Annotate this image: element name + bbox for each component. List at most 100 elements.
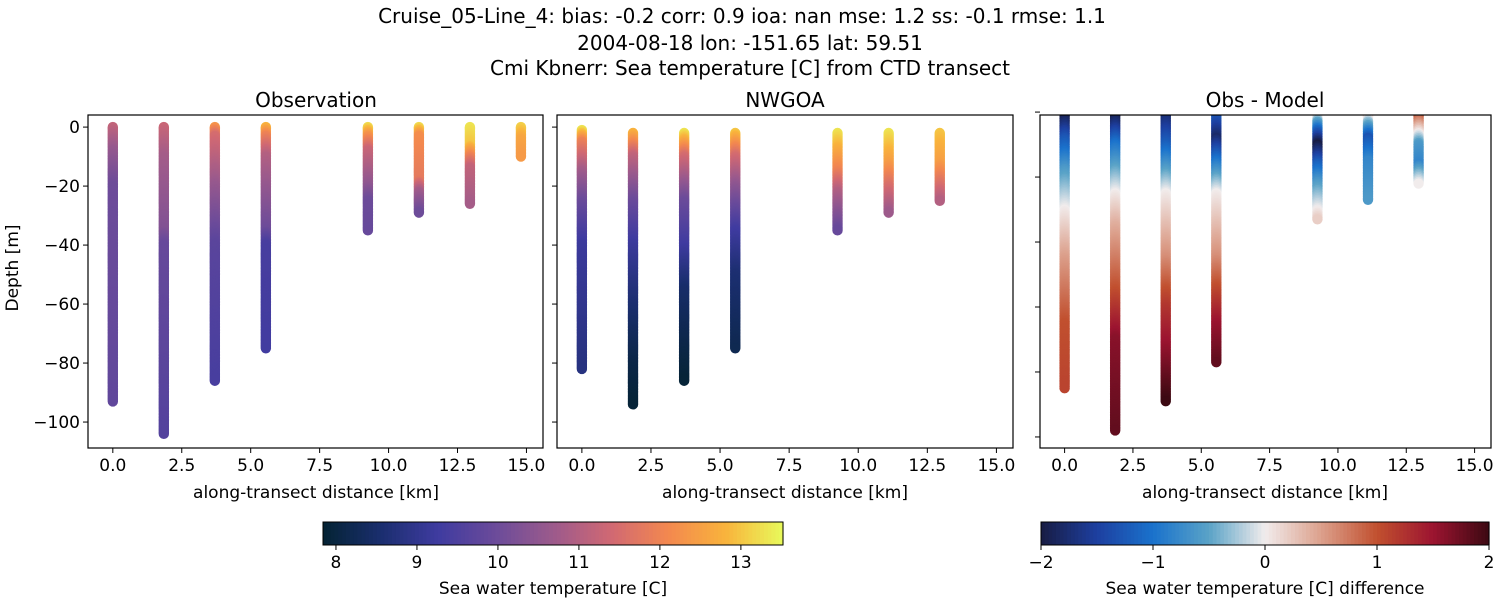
colorbar-segment xyxy=(618,522,623,545)
data-point xyxy=(158,428,170,440)
colorbar-segment xyxy=(1306,522,1311,545)
colorbar-segment xyxy=(717,522,723,545)
colorbar-segment xyxy=(702,522,707,545)
colorbar-segment xyxy=(1063,522,1068,545)
colorbar-segment xyxy=(326,522,332,545)
x-tick-label: 2.5 xyxy=(1119,456,1146,476)
colorbar-segment xyxy=(1436,522,1442,545)
colorbar-segment xyxy=(1328,522,1333,545)
scatter-points xyxy=(1059,115,1424,436)
colorbar-segment xyxy=(737,522,742,545)
colorbar-segment xyxy=(1474,522,1479,545)
colorbar-segment xyxy=(468,522,474,545)
data-point xyxy=(209,375,221,386)
colorbar-segment xyxy=(576,522,581,545)
colorbar-segment xyxy=(1481,522,1486,545)
x-axis-label-diff: along-transect distance [km] xyxy=(1142,483,1388,503)
colorbar-segment xyxy=(1160,522,1165,545)
colorbar-segment xyxy=(668,522,673,545)
colorbar-segment xyxy=(610,522,615,545)
colorbar-segment xyxy=(357,522,362,545)
y-tick-label: −80 xyxy=(44,354,80,374)
colorbar-segment xyxy=(323,522,328,545)
colorbar-segment xyxy=(1369,522,1374,545)
colorbar-segment xyxy=(1201,522,1206,545)
colorbar-segment xyxy=(418,522,424,545)
data-point xyxy=(730,343,741,354)
colorbar-segment xyxy=(1141,522,1147,545)
colorbar-segment xyxy=(1100,522,1106,545)
colorbar-segment xyxy=(349,522,355,545)
colorbar-segment xyxy=(1425,522,1430,545)
axes-frame xyxy=(87,114,544,449)
figure-title-line-1: Cruise_05-Line_4: bias: -0.2 corr: 0.9 i… xyxy=(378,4,1106,28)
colorbar-segment xyxy=(1347,522,1352,545)
colorbar-segment xyxy=(1145,522,1150,545)
panel-0: 0.0 2.5 5.0 7.5 10.0 12.5 15.0 0 −20 −40 −60 −80 −10… xyxy=(33,114,545,476)
colorbar-segment xyxy=(1268,522,1274,545)
colorbar-segment xyxy=(1302,522,1307,545)
colorbar-segment xyxy=(1212,522,1218,545)
colorbar-segment xyxy=(1115,522,1120,545)
panel-title-diff: Obs - Model xyxy=(1206,88,1325,112)
colorbar-segment xyxy=(503,522,508,545)
colorbar-segment xyxy=(1395,522,1400,545)
x-tick-label: 0.0 xyxy=(568,456,595,476)
colorbar-segment xyxy=(579,522,585,545)
colorbar-0: 8 9 10 11 12 13 xyxy=(322,521,784,573)
colorbar-segment xyxy=(499,522,504,545)
colorbar-segment xyxy=(507,522,512,545)
colorbar-1: −2 −1 0 1 2 xyxy=(1028,521,1494,573)
data-point xyxy=(515,151,527,162)
y-tick-label: −20 xyxy=(44,177,80,197)
colorbar-segment xyxy=(1067,522,1072,545)
colorbar-tick-label: 11 xyxy=(568,553,590,573)
data-point xyxy=(1362,194,1374,205)
data-point xyxy=(883,207,894,218)
colorbar-segment xyxy=(1294,522,1300,545)
colorbar-segment xyxy=(648,522,654,545)
colorbar-segment xyxy=(1373,522,1378,545)
data-point xyxy=(107,396,119,407)
colorbar-segment xyxy=(380,522,385,545)
axes-frame xyxy=(1039,114,1492,449)
colorbar-segment xyxy=(1059,522,1064,545)
colorbar-segment xyxy=(1179,522,1184,545)
y-axis-label: Depth [m] xyxy=(3,224,23,311)
colorbar-segment xyxy=(1470,522,1475,545)
data-point xyxy=(413,207,425,218)
x-tick-label: 5.0 xyxy=(1188,456,1215,476)
colorbar-segment xyxy=(1070,522,1076,545)
data-point xyxy=(1413,178,1424,189)
colorbar-segment xyxy=(1156,522,1162,545)
colorbar-segment xyxy=(1403,522,1408,545)
colorbar-segment xyxy=(342,522,347,545)
colorbar-segment xyxy=(664,522,669,545)
colorbar-segment xyxy=(338,522,343,545)
colorbar-segment xyxy=(395,522,401,545)
colorbar-segment xyxy=(599,522,604,545)
colorbar-segment xyxy=(733,522,738,545)
colorbar-segment xyxy=(1444,522,1449,545)
colorbar-segment xyxy=(710,522,715,545)
colorbar-segment xyxy=(1078,522,1083,545)
colorbar-segment xyxy=(1238,522,1244,545)
colorbar-segment xyxy=(568,522,573,545)
x-tick-label: 7.5 xyxy=(306,456,333,476)
colorbar-segment xyxy=(698,522,704,545)
colorbar-segment xyxy=(1108,522,1113,545)
data-point xyxy=(1059,383,1070,394)
panel-title-nwgoa: NWGOA xyxy=(745,88,825,112)
colorbar-segment xyxy=(376,522,382,545)
colorbar-segment xyxy=(487,522,493,545)
colorbar-segment xyxy=(1153,522,1158,545)
colorbar-segment xyxy=(1227,522,1232,545)
colorbar-segment xyxy=(1055,522,1061,545)
colorbar-segment xyxy=(1447,522,1453,545)
colorbar-segment xyxy=(1414,522,1419,545)
colorbar-label-temperature: Sea water temperature [C] xyxy=(439,579,667,599)
colorbar-segment xyxy=(453,522,458,545)
colorbar-segment xyxy=(706,522,711,545)
colorbar-segment xyxy=(1186,522,1191,545)
colorbar-segment xyxy=(691,522,696,545)
